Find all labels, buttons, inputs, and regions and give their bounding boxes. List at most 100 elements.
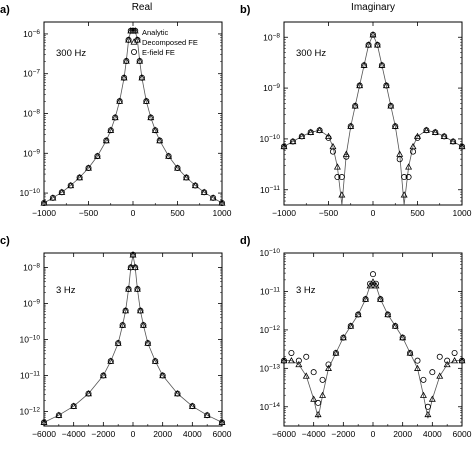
data-point-decomposed (314, 410, 322, 418)
data-point-efield (122, 307, 129, 314)
x-tick-label: −6000 (272, 429, 296, 439)
data-point-efield (70, 403, 77, 410)
y-tick-label: 10−10 (260, 248, 281, 259)
legend-triangle-swatch (130, 38, 138, 45)
data-point-efield (134, 286, 141, 293)
x-tick-label: −1000 (272, 208, 296, 218)
data-point-decomposed (342, 150, 350, 157)
data-point-efield (384, 311, 391, 318)
data-point-efield (115, 340, 122, 347)
data-point-efield (41, 200, 48, 207)
data-point-efield (152, 358, 159, 365)
data-point-efield (204, 412, 211, 419)
data-point-efield (218, 419, 225, 426)
data-point-decomposed (436, 372, 444, 379)
data-point-efield (174, 390, 181, 397)
data-point-efield (334, 174, 341, 181)
data-point-efield (156, 137, 163, 144)
legend-efield: E-field FE (142, 48, 175, 57)
data-point-efield (387, 102, 394, 109)
data-point-efield (165, 153, 172, 160)
data-point-efield (340, 334, 347, 341)
data-point-efield (67, 182, 74, 189)
data-point-efield (174, 165, 181, 172)
data-point-efield (429, 369, 436, 376)
data-point-efield (129, 27, 136, 34)
x-tick-label: 0 (371, 208, 376, 218)
x-tick-label: 500 (410, 208, 424, 218)
data-point-efield (369, 31, 376, 38)
x-tick-label: −4000 (302, 429, 326, 439)
x-tick-label: 0 (131, 429, 136, 439)
frequency-annotation: 3 Hz (56, 285, 76, 296)
data-point-efield (316, 127, 323, 134)
data-point-efield (423, 127, 430, 134)
data-point-efield (119, 322, 126, 329)
data-point-decomposed (372, 282, 380, 289)
data-point-efield (143, 98, 150, 105)
y-tick-label: 10−10 (20, 334, 41, 345)
data-point-decomposed (310, 395, 318, 402)
y-tick-label: 10−8 (263, 32, 280, 43)
x-tick-label: −6000 (32, 429, 56, 439)
series-line-analytic (283, 33, 463, 206)
data-point-efield (367, 280, 374, 287)
panel-label: a) (0, 4, 10, 16)
x-tick-label: −2000 (91, 429, 115, 439)
data-point-efield (356, 82, 363, 89)
frequency-annotation: 300 Hz (296, 48, 326, 59)
data-point-efield (85, 390, 92, 397)
data-point-efield (383, 82, 390, 89)
data-point-efield (329, 148, 336, 155)
data-point-efield (129, 251, 136, 258)
data-point-efield (280, 357, 287, 364)
data-point-decomposed (405, 163, 413, 170)
frequency-annotation: 3 Hz (296, 285, 316, 296)
x-tick-label: 2000 (153, 429, 172, 439)
x-tick-label: 6000 (213, 429, 232, 439)
data-point-efield (210, 194, 217, 201)
data-point-efield (362, 296, 369, 303)
y-tick-label: 10−12 (20, 406, 41, 417)
x-tick-label: 2000 (393, 429, 412, 439)
data-point-decomposed (451, 357, 459, 364)
data-point-efield (343, 153, 350, 160)
y-tick-label: 10−11 (260, 184, 280, 195)
data-point-efield (147, 114, 154, 121)
data-point-decomposed (338, 191, 346, 198)
data-point-efield (76, 174, 83, 181)
data-point-efield (396, 156, 403, 163)
y-tick-label: 10−10 (260, 133, 281, 144)
legend-analytic: Analytic (142, 28, 169, 37)
x-tick-label: 6000 (453, 429, 472, 439)
data-point-efield (189, 403, 196, 410)
data-point-efield (138, 74, 145, 81)
data-point-decomposed (325, 364, 332, 371)
x-tick-label: −500 (319, 208, 338, 218)
panel-label: d) (240, 235, 251, 247)
data-point-efield (121, 74, 128, 81)
data-point-efield (347, 123, 354, 130)
data-point-decomposed (325, 132, 332, 140)
data-point-efield (288, 349, 295, 356)
data-point-efield (136, 57, 143, 64)
data-point-efield (424, 403, 431, 410)
data-point-decomposed (319, 391, 327, 398)
y-tick-label: 10−14 (260, 401, 281, 412)
y-tick-label: 10−7 (23, 68, 40, 79)
data-point-efield (450, 138, 457, 145)
data-point-efield (347, 323, 354, 330)
data-point-efield (325, 134, 332, 141)
data-point-efield (55, 412, 62, 419)
legend-decomposed: Decomposed FE (142, 38, 198, 47)
data-point-efield (140, 322, 147, 329)
data-point-efield (125, 286, 132, 293)
y-tick-label: 10−9 (23, 298, 40, 309)
data-point-efield (94, 153, 101, 160)
data-point-decomposed (414, 132, 421, 140)
y-tick-label: 10−8 (23, 262, 40, 273)
data-point-efield (107, 358, 114, 365)
x-tick-label: −4000 (62, 429, 86, 439)
data-point-efield (432, 129, 439, 136)
frequency-annotation: 300 Hz (56, 48, 86, 59)
